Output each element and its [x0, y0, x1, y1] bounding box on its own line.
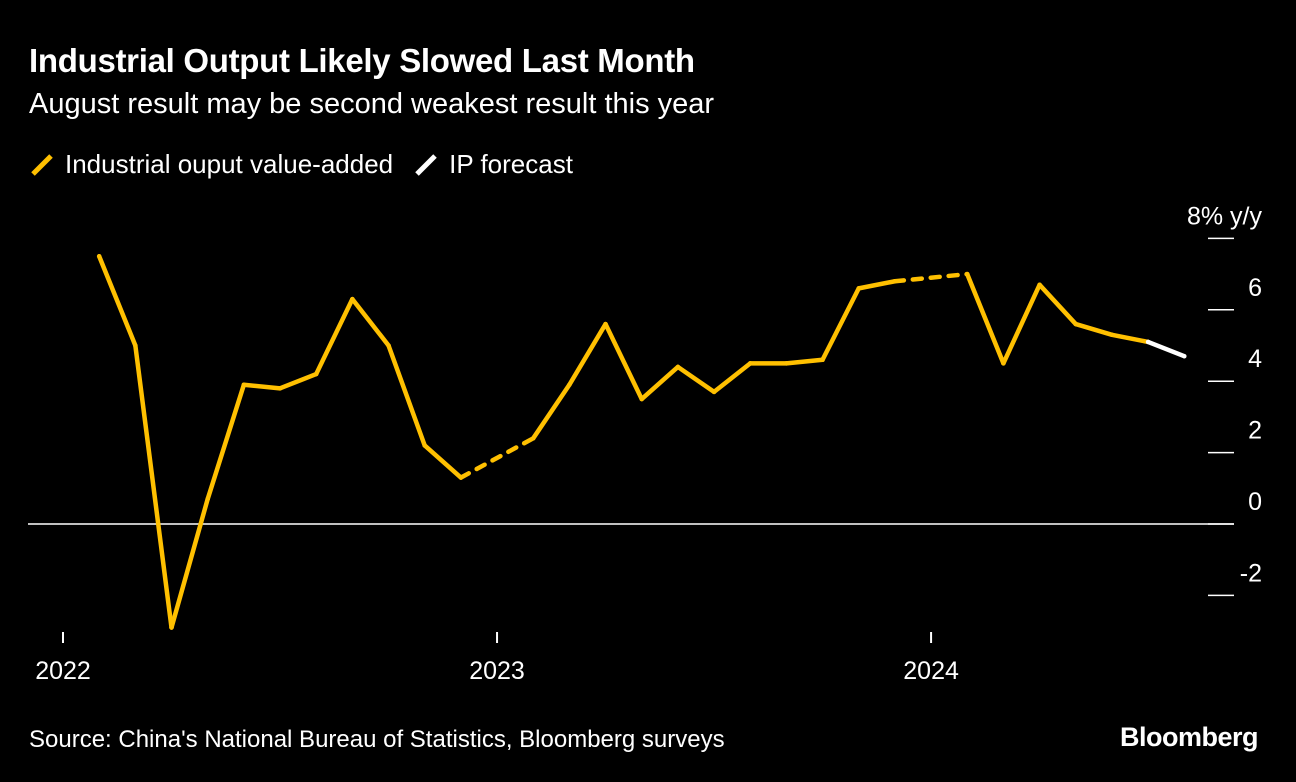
series-0-segment-3 — [205, 382, 247, 502]
chart-title: Industrial Output Likely Slowed Last Mon… — [29, 42, 695, 79]
series-0-point-2023-06 — [675, 364, 681, 370]
series-0-point-2022-04 — [169, 625, 174, 630]
bloomberg-logo: Bloomberg — [1119, 722, 1259, 752]
series-0-point-2023-11 — [856, 286, 861, 291]
series-0-segment-11 — [530, 382, 572, 441]
series-0-point-2023-08 — [748, 361, 753, 366]
series-0-point-2024-04 — [1037, 282, 1042, 288]
series-0-segment-5 — [277, 371, 319, 391]
series-0-segment-16 — [711, 361, 753, 395]
chart-subtitle: August result may be second weakest resu… — [29, 88, 715, 120]
x-tick-label-2024: 2024 — [903, 657, 959, 685]
series-1-point-2024-08 — [1182, 354, 1187, 359]
series-0-point-2022-10 — [386, 343, 391, 348]
series-0-segment-14 — [639, 364, 681, 402]
series-0-segment-10 — [458, 436, 536, 480]
series-0-point-2023-12 — [892, 279, 898, 284]
series-0-segment-0 — [96, 254, 138, 348]
x-tick-label-2023: 2023 — [469, 657, 525, 685]
series-0-segment-26 — [1109, 332, 1151, 345]
y-tick-label-2: 2 — [1248, 417, 1262, 445]
series-0-point-2022-05 — [205, 496, 210, 502]
y-tick-label-0: 0 — [1248, 488, 1262, 516]
series-0-point-2023-05 — [639, 396, 644, 402]
series-0-point-2023-04 — [603, 321, 608, 327]
series-0-segment-23 — [1001, 282, 1042, 366]
legend-label-industrial-output: Industrial ouput value-added — [65, 148, 394, 179]
series-0-point-2023-07 — [711, 389, 717, 395]
series-0-point-2024-05 — [1073, 321, 1078, 327]
series-0-segment-24 — [1037, 282, 1079, 327]
series-0-segment-20 — [856, 278, 898, 291]
series-0-point-2022-06 — [241, 382, 247, 387]
series-0-segment-4 — [241, 382, 283, 391]
series-0-point-2022-03 — [133, 343, 138, 348]
legend-item-industrial-output: Industrial ouput value-added — [29, 149, 393, 180]
series-0-point-2024-06 — [1109, 332, 1115, 337]
series-0-segment-6 — [313, 296, 355, 377]
x-tick-label-2022: 2022 — [35, 657, 91, 685]
y-tick-label-8: 8% y/y — [1187, 202, 1263, 230]
legend-label-ip-forecast: IP forecast — [449, 148, 573, 179]
series-0-segment-21 — [892, 271, 970, 284]
series-0-point-2023-10 — [820, 357, 825, 362]
legend-line-white-icon — [415, 154, 437, 176]
y-tick-label-6: 6 — [1248, 274, 1262, 302]
legend: Industrial ouput value-added IP forecast — [29, 148, 593, 180]
series-0-segment-12 — [567, 321, 608, 388]
series-0-segment-2 — [169, 496, 210, 630]
series-0-point-2022-07 — [277, 386, 283, 391]
series-0-segment-25 — [1073, 321, 1115, 338]
series-0-segment-19 — [820, 286, 861, 363]
series-0-segment-13 — [603, 321, 644, 402]
series-0-point-2022-11 — [422, 443, 427, 448]
legend-item-ip-forecast: IP forecast — [413, 149, 573, 180]
series-0-segment-22 — [965, 271, 1006, 366]
series-0-segment-9 — [422, 443, 464, 480]
series-0-segment-1 — [133, 343, 174, 630]
series-0-segment-8 — [386, 343, 427, 448]
series-0-point-2022-08 — [313, 371, 319, 377]
series-0-point-2022-02 — [96, 254, 102, 259]
y-tick-label-4: 4 — [1248, 345, 1262, 373]
series-0-point-2023-02 — [531, 436, 536, 441]
series-0-point-2022-09 — [350, 296, 355, 302]
y-tick-label--2: -2 — [1240, 559, 1262, 587]
series-0-point-2024-02 — [965, 271, 970, 277]
source-note: Source: China's National Bureau of Stati… — [29, 726, 725, 753]
series-0-point-2024-03 — [1001, 361, 1006, 366]
series-1-point-2024-07 — [1145, 339, 1151, 345]
series-0-point-2023-09 — [784, 361, 789, 366]
series-0-point-2023-03 — [567, 382, 572, 387]
series-0-point-2022-12 — [458, 475, 464, 480]
series-0-segment-18 — [784, 357, 825, 366]
legend-line-yellow-icon — [31, 154, 53, 176]
series-1-segment-0 — [1145, 339, 1187, 359]
series-0-segment-7 — [350, 296, 391, 348]
series-0-segment-15 — [675, 364, 717, 395]
